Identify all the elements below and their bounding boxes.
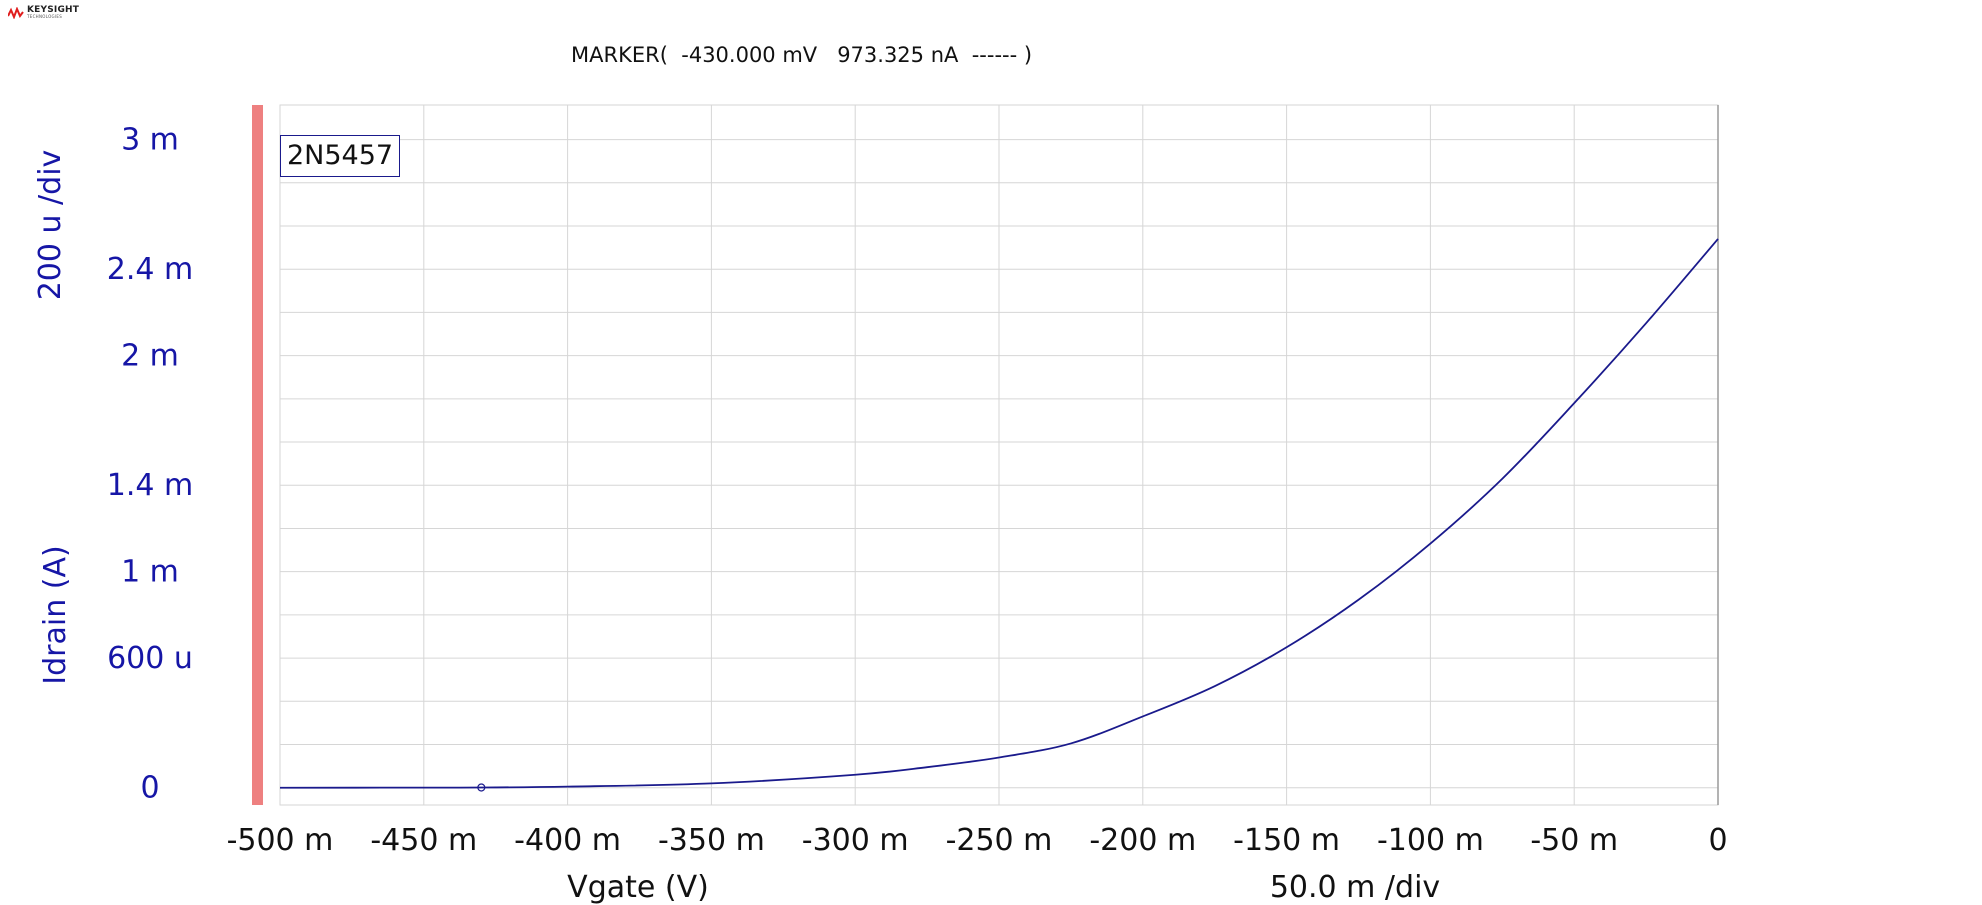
y-tick-label: 0: [140, 771, 159, 806]
trace-label: 2N5457: [280, 135, 401, 178]
y-axis-label: Idrain (A): [38, 545, 73, 684]
y-tick-label: 3 m: [121, 123, 179, 158]
y-tick-label: 600 u: [107, 641, 193, 676]
plot-area[interactable]: [279, 104, 1719, 806]
logo-brand-text: KEYSIGHT: [27, 5, 80, 15]
y-tick-label: 1 m: [121, 555, 179, 590]
keysight-wave-icon: [8, 6, 24, 19]
logo-sub-text: TECHNOLOGIES: [27, 14, 63, 19]
x-tick-label: -450 m: [370, 823, 477, 858]
keysight-logo: KEYSIGHT TECHNOLOGIES: [8, 6, 79, 19]
x-tick-label: -100 m: [1377, 823, 1484, 858]
x-tick-labels: -500 m -450 m -400 m -350 m -300 m -250 m -200…: [227, 823, 1728, 858]
x-tick-label: -50 m: [1530, 823, 1618, 858]
y-div-label: 200 u /div: [33, 150, 68, 301]
x-axis-label: Vgate (V): [567, 870, 709, 905]
y-tick-label: 2 m: [121, 339, 179, 374]
x-tick-label: -200 m: [1089, 823, 1196, 858]
x-tick-label: -500 m: [227, 823, 334, 858]
x-tick-label: -300 m: [802, 823, 909, 858]
marker-point: [477, 783, 486, 792]
y-tick-label: 2.4 m: [107, 252, 193, 287]
x-tick-label: -250 m: [946, 823, 1053, 858]
y-tick-label: 1.4 m: [107, 468, 193, 503]
idrain-trace-line: [279, 238, 1719, 789]
x-tick-label: 0: [1708, 823, 1727, 858]
marker-readout: MARKER( -430.000 mV 973.325 nA ------ ): [571, 43, 1033, 67]
x-tick-label: -350 m: [658, 823, 765, 858]
x-div-label: 50.0 m /div: [1270, 870, 1440, 905]
side-bar[interactable]: [252, 105, 263, 805]
x-tick-label: -400 m: [514, 823, 621, 858]
x-tick-label: -150 m: [1233, 823, 1340, 858]
y-tick-labels: 3 m 2.4 m 2 m 1.4 m 1 m 600 u 0: [107, 123, 193, 806]
